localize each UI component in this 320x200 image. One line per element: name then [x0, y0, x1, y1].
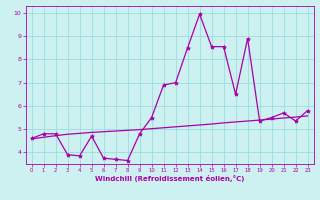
- X-axis label: Windchill (Refroidissement éolien,°C): Windchill (Refroidissement éolien,°C): [95, 175, 244, 182]
